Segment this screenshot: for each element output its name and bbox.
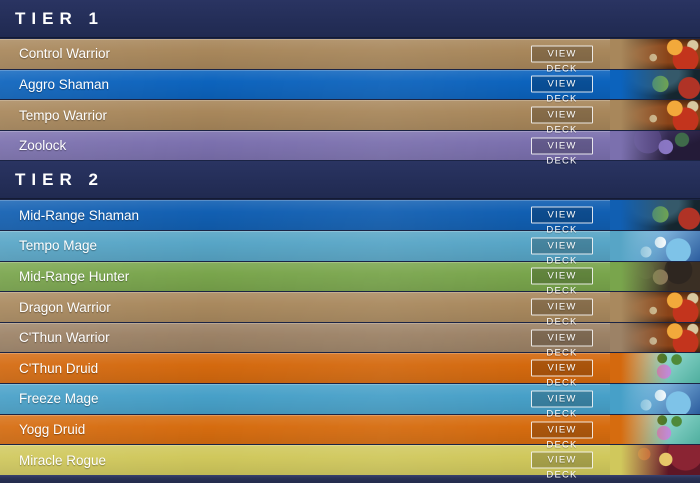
- deck-row[interactable]: C'Thun Druid VIEW DECK: [0, 353, 700, 389]
- deck-row[interactable]: C'Thun Warrior VIEW DECK: [0, 322, 700, 358]
- view-deck-button[interactable]: VIEW DECK: [531, 106, 593, 136]
- deck-name: Miracle Rogue: [19, 452, 107, 468]
- deck-name: Tempo Warrior: [19, 107, 108, 123]
- deck-row[interactable]: Tempo Warrior VIEW DECK: [0, 100, 700, 136]
- hero-portrait-mage: [610, 384, 700, 414]
- deck-row[interactable]: Miracle Rogue VIEW DECK: [0, 445, 700, 481]
- view-deck-button[interactable]: VIEW DECK: [531, 237, 593, 266]
- portrait-fade-overlay: [610, 231, 700, 261]
- deck-row[interactable]: Mid-Range Hunter VIEW DECK: [0, 261, 700, 297]
- hero-portrait-mage: [610, 231, 700, 261]
- deck-row[interactable]: Control Warrior VIEW DECK: [0, 39, 700, 74]
- deck-name: Mid-Range Shaman: [19, 207, 140, 223]
- view-deck-button[interactable]: VIEW DECK: [531, 390, 593, 419]
- hero-portrait-shaman: [610, 69, 700, 100]
- deck-name: Dragon Warrior: [19, 299, 111, 315]
- tier-header: TIER 1: [0, 0, 700, 38]
- portrait-fade-overlay: [610, 353, 700, 384]
- hero-portrait-warrior: [610, 39, 700, 69]
- hero-portrait-druid: [610, 353, 700, 384]
- view-deck-button[interactable]: VIEW DECK: [531, 329, 593, 358]
- portrait-fade-overlay: [610, 322, 700, 353]
- portrait-fade-overlay: [610, 130, 700, 161]
- deck-row[interactable]: Dragon Warrior VIEW DECK: [0, 292, 700, 328]
- hero-portrait-warrior: [610, 292, 700, 322]
- hero-portrait-druid: [610, 414, 700, 445]
- portrait-fade-overlay: [610, 100, 700, 130]
- portrait-fade-overlay: [610, 261, 700, 292]
- view-deck-button[interactable]: VIEW DECK: [531, 359, 593, 389]
- deck-row[interactable]: Freeze Mage VIEW DECK: [0, 384, 700, 419]
- footer-bar: [0, 475, 700, 483]
- portrait-fade-overlay: [610, 384, 700, 414]
- hero-portrait-hunter: [610, 261, 700, 292]
- deck-name: Mid-Range Hunter: [19, 268, 130, 284]
- portrait-fade-overlay: [610, 292, 700, 322]
- deck-name: Control Warrior: [19, 46, 111, 62]
- view-deck-button[interactable]: VIEW DECK: [531, 451, 593, 481]
- view-deck-button[interactable]: VIEW DECK: [531, 75, 593, 105]
- hero-portrait-warrior: [610, 322, 700, 353]
- deck-name: Zoolock: [19, 138, 67, 154]
- deck-name: Aggro Shaman: [19, 76, 110, 92]
- deck-name: C'Thun Warrior: [19, 330, 110, 346]
- tier-header: TIER 2: [0, 161, 700, 200]
- deck-row[interactable]: Yogg Druid VIEW DECK: [0, 414, 700, 450]
- view-deck-button[interactable]: VIEW DECK: [531, 137, 593, 166]
- view-deck-button[interactable]: VIEW DECK: [531, 298, 593, 328]
- deck-row[interactable]: Tempo Mage VIEW DECK: [0, 231, 700, 266]
- portrait-fade-overlay: [610, 69, 700, 100]
- hero-portrait-warrior: [610, 100, 700, 130]
- portrait-fade-overlay: [610, 39, 700, 69]
- portrait-fade-overlay: [610, 200, 700, 231]
- deck-row[interactable]: Mid-Range Shaman VIEW DECK: [0, 200, 700, 236]
- deck-name: C'Thun Druid: [19, 360, 99, 376]
- deck-name: Tempo Mage: [19, 238, 98, 254]
- portrait-fade-overlay: [610, 414, 700, 445]
- view-deck-button[interactable]: VIEW DECK: [531, 206, 593, 236]
- deck-row[interactable]: Aggro Shaman VIEW DECK: [0, 69, 700, 105]
- deck-name: Yogg Druid: [19, 422, 86, 437]
- hero-portrait-warlock: [610, 130, 700, 161]
- hero-portrait-rogue: [610, 445, 700, 475]
- deck-row[interactable]: Zoolock VIEW DECK: [0, 130, 700, 166]
- view-deck-button[interactable]: VIEW DECK: [531, 45, 593, 74]
- deck-name: Freeze Mage: [19, 391, 99, 407]
- view-deck-button[interactable]: VIEW DECK: [531, 421, 593, 450]
- portrait-fade-overlay: [610, 445, 700, 475]
- view-deck-button[interactable]: VIEW DECK: [531, 267, 593, 297]
- hero-portrait-shaman: [610, 200, 700, 231]
